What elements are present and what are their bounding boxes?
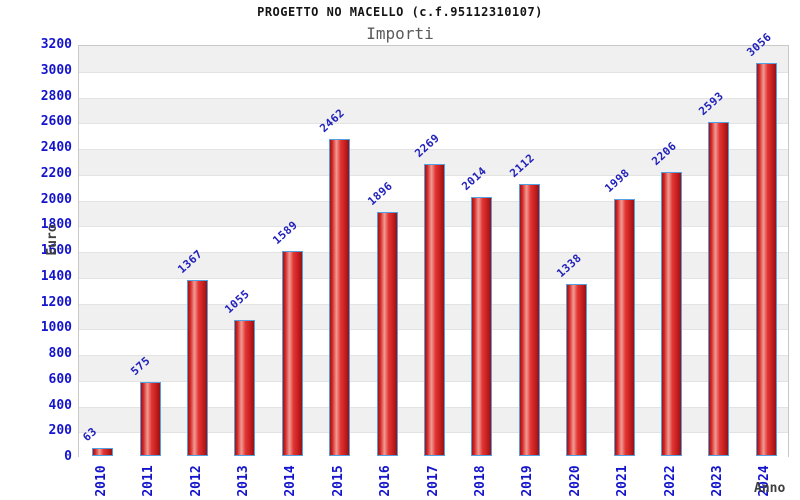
grid-line [79,149,788,150]
y-tick-label: 800 [48,346,72,361]
bar-2013 [234,320,256,456]
y-tick-label: 1200 [40,294,72,310]
x-tick-label: 2023 [709,465,725,497]
grid-line [79,97,788,99]
bar-2012 [187,280,208,456]
y-grid-band [79,97,788,124]
y-tick-label: 2800 [40,88,72,104]
bar-2024 [755,62,777,456]
bar-2015 [329,139,351,456]
y-tick-label: 3000 [40,62,72,78]
x-tick-label: 2017 [425,465,441,497]
x-tick-label: 2021 [615,465,631,497]
x-tick-label: 2011 [141,465,157,497]
x-tick-label: 2012 [188,465,204,497]
y-tick-label: 200 [48,423,72,439]
x-tick-label: 2020 [567,465,583,497]
x-tick-label: 2010 [93,465,109,497]
y-tick-label: 3200 [40,37,72,52]
bar-2010 [92,447,114,456]
x-tick-label: 2019 [520,465,536,497]
bar-2020 [566,283,588,456]
x-tick-label: 2013 [235,465,251,497]
y-grid-band [79,123,788,149]
bar-2017 [424,163,445,456]
y-tick-label: 2000 [40,191,72,207]
chart-title: PROGETTO NO MACELLO (c.f.95112310107) [257,5,543,19]
bar-2023 [708,122,730,456]
x-axis-title: Anno [754,481,786,496]
y-tick-label: 1600 [40,243,72,258]
x-tick-label: 2015 [330,465,346,497]
y-tick-label: 2600 [40,114,72,130]
x-tick-label: 2014 [283,465,299,497]
y-tick-label: 1000 [40,320,72,336]
bar-2019 [518,184,540,456]
y-grid-band [79,46,788,72]
chart-subtitle: Importi [366,24,434,43]
bar-2014 [281,251,303,456]
bar-2022 [661,171,682,456]
grid-line [79,123,788,125]
y-tick-label: 1800 [40,217,72,233]
bar-2021 [613,198,635,456]
x-tick-label: 2016 [378,465,394,497]
y-tick-label: 1400 [40,268,72,284]
x-tick-label: 2022 [662,465,678,497]
grid-line [79,71,788,73]
y-tick-label: 600 [48,371,72,387]
y-tick-label: 0 [64,449,72,464]
bar-2011 [139,381,161,456]
bar-2018 [471,196,493,456]
y-tick-label: 2200 [40,165,72,181]
y-tick-label: 2400 [40,140,72,155]
y-axis-title: Euro [45,224,60,256]
bar-2016 [376,211,398,456]
plot-area: 63 575 1367 1055 1589 2462 1896 2269 2014 2112 133… [78,30,789,458]
y-grid-band [79,71,788,98]
x-tick-label: 2018 [472,465,488,497]
y-tick-label: 400 [48,397,72,413]
